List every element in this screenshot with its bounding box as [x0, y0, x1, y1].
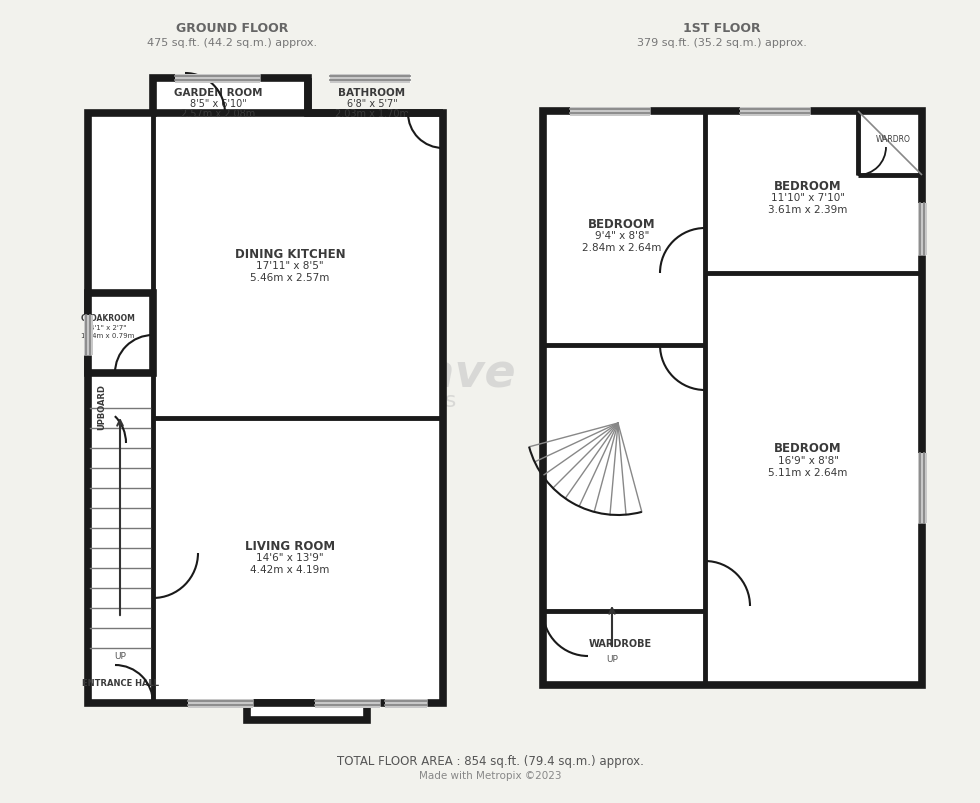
- Bar: [315, 699, 380, 707]
- Bar: [385, 699, 427, 707]
- Bar: [188, 699, 253, 707]
- Text: ENTRANCE HALL: ENTRANCE HALL: [81, 679, 159, 687]
- Text: GROUND FLOOR: GROUND FLOOR: [175, 22, 288, 35]
- Bar: [917, 454, 926, 524]
- Text: BEDROOM: BEDROOM: [774, 442, 842, 455]
- Text: 3.61m x 2.39m: 3.61m x 2.39m: [768, 205, 848, 214]
- Polygon shape: [88, 79, 443, 703]
- Bar: [740, 108, 810, 116]
- Polygon shape: [247, 703, 367, 720]
- Text: sales and lettings: sales and lettings: [260, 390, 456, 410]
- Text: BATHROOM: BATHROOM: [338, 88, 406, 98]
- Text: 475 sq.ft. (44.2 sq.m.) approx.: 475 sq.ft. (44.2 sq.m.) approx.: [147, 38, 318, 48]
- Polygon shape: [543, 112, 922, 685]
- Text: 6'8" x 5'7": 6'8" x 5'7": [347, 99, 397, 109]
- Text: 2.84m x 2.64m: 2.84m x 2.64m: [582, 243, 662, 253]
- Bar: [83, 316, 92, 356]
- Text: WARDRO: WARDRO: [875, 134, 910, 143]
- Text: 17'11" x 8'5": 17'11" x 8'5": [256, 261, 323, 271]
- Text: BEDROOM: BEDROOM: [774, 179, 842, 192]
- Text: TOTAL FLOOR AREA : 854 sq.ft. (79.4 sq.m.) approx.: TOTAL FLOOR AREA : 854 sq.ft. (79.4 sq.m…: [336, 755, 644, 768]
- Text: BEDROOM: BEDROOM: [588, 218, 656, 230]
- Polygon shape: [88, 294, 153, 373]
- Text: UP: UP: [114, 652, 126, 661]
- Text: WARDROBE: WARDROBE: [588, 638, 652, 648]
- Text: DINING KITCHEN: DINING KITCHEN: [234, 247, 345, 260]
- Text: 1ST FLOOR: 1ST FLOOR: [683, 22, 760, 35]
- Text: GARDEN ROOM: GARDEN ROOM: [173, 88, 263, 98]
- Text: UPBOARD: UPBOARD: [97, 384, 107, 430]
- Text: LIVING ROOM: LIVING ROOM: [245, 539, 335, 552]
- Bar: [175, 75, 260, 84]
- Text: 2.03m x 1.70m: 2.03m x 1.70m: [335, 109, 409, 119]
- Text: 11'10" x 7'10": 11'10" x 7'10": [771, 193, 845, 202]
- Text: UP: UP: [606, 654, 618, 663]
- Text: 4'1" x 2'7": 4'1" x 2'7": [90, 324, 126, 331]
- Ellipse shape: [321, 354, 339, 377]
- Text: 8'5" x 6'10": 8'5" x 6'10": [189, 99, 246, 109]
- Text: charles fave: charles fave: [200, 351, 515, 396]
- Bar: [917, 204, 926, 255]
- Text: 1.24m x 0.79m: 1.24m x 0.79m: [81, 332, 134, 339]
- Text: 4.42m x 4.19m: 4.42m x 4.19m: [250, 565, 329, 574]
- Text: Made with Metropix ©2023: Made with Metropix ©2023: [418, 770, 562, 780]
- Text: 5.46m x 2.57m: 5.46m x 2.57m: [250, 273, 329, 283]
- Text: 16'9" x 8'8": 16'9" x 8'8": [777, 455, 839, 466]
- Text: 9'4" x 8'8": 9'4" x 8'8": [595, 230, 649, 241]
- Text: CLOAKROOM: CLOAKROOM: [80, 314, 135, 323]
- Ellipse shape: [333, 346, 347, 367]
- Bar: [330, 75, 410, 84]
- Bar: [570, 108, 650, 116]
- Text: 14'6" x 13'9": 14'6" x 13'9": [256, 552, 323, 562]
- Text: 2.57m x 2.08m: 2.57m x 2.08m: [181, 109, 255, 119]
- Text: 379 sq.ft. (35.2 sq.m.) approx.: 379 sq.ft. (35.2 sq.m.) approx.: [637, 38, 807, 48]
- Text: 5.11m x 2.64m: 5.11m x 2.64m: [768, 467, 848, 478]
